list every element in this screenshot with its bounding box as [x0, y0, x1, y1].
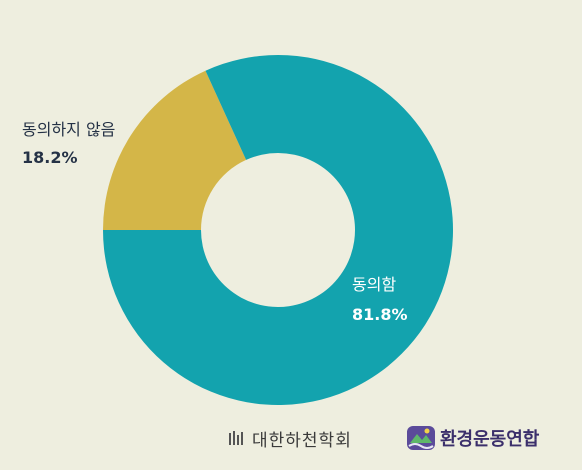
bars-logo-icon: [229, 431, 243, 445]
footer-logos: 대한하천학회 환경운동연합: [228, 418, 558, 458]
slice-label-1: 동의하지 않음: [22, 120, 115, 139]
org1-logo: 대한하천학회: [228, 424, 352, 452]
river-mountain-logo-icon: [407, 426, 435, 450]
slice-agree: [103, 55, 453, 405]
slice-disagree: [103, 70, 247, 231]
org2-logo: 환경운동연합: [406, 422, 539, 454]
slice-value-0: 81.8%: [352, 305, 408, 324]
slice-value-1: 18.2%: [22, 148, 78, 167]
org2-name: 환경운동연합: [440, 429, 540, 450]
slice-label-0: 동의함: [352, 275, 396, 294]
org1-name: 대한하천학회: [252, 430, 352, 451]
